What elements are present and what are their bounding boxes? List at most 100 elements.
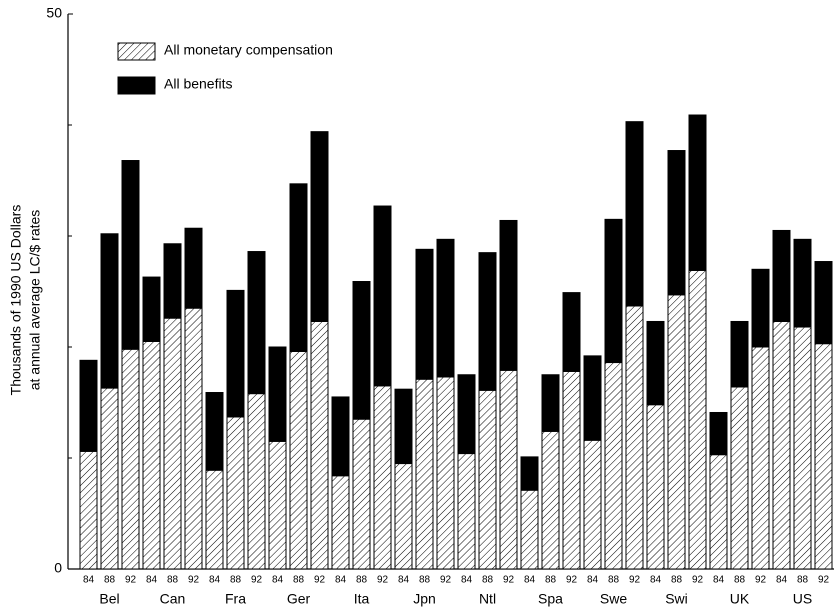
bar-segment: [625, 305, 644, 570]
bar-segment: [583, 439, 602, 570]
bar-segment: [226, 289, 245, 418]
x-tick-label: 88: [419, 575, 431, 586]
x-tick-label: 84: [650, 575, 662, 586]
x-tick-label: 92: [125, 575, 137, 586]
x-tick-label: 84: [776, 575, 788, 586]
bar-segment: [352, 281, 371, 420]
group-label: Ger: [287, 591, 311, 607]
legend-swatch: [117, 42, 156, 61]
x-tick-label: 88: [230, 575, 242, 586]
bar-segment: [289, 183, 308, 352]
bar-segment: [247, 251, 266, 395]
bar-segment: [646, 320, 665, 406]
group-label: Ita: [354, 591, 370, 607]
group-label: UK: [730, 591, 750, 607]
bar-segment: [226, 416, 245, 570]
y-axis-label: at annual average LC/$ rates: [27, 210, 43, 391]
bar-segment: [205, 469, 224, 570]
x-tick-label: 92: [314, 575, 326, 586]
x-tick-label: 84: [335, 575, 347, 586]
group-label: Fra: [225, 591, 246, 607]
bar-segment: [604, 362, 623, 570]
bar-segment: [478, 389, 497, 570]
x-tick-label: 84: [524, 575, 536, 586]
x-tick-label: 84: [461, 575, 473, 586]
bar-segment: [163, 317, 182, 570]
bar-segment: [751, 268, 770, 348]
bar-segment: [289, 350, 308, 570]
bar-segment: [79, 450, 98, 570]
bar-segment: [793, 326, 812, 570]
legend-swatch: [117, 76, 156, 95]
bar-segment: [268, 346, 287, 442]
y-tick-label: 0: [54, 560, 62, 576]
legend-label: All benefits: [164, 76, 232, 92]
bar-segment: [751, 346, 770, 570]
legend-label: All monetary compensation: [164, 42, 333, 58]
x-tick-label: 92: [566, 575, 578, 586]
group-label: Spa: [538, 591, 563, 607]
bar-segment: [142, 340, 161, 570]
bar-segment: [436, 238, 455, 378]
bar-segment: [772, 320, 791, 570]
bar-segment: [415, 248, 434, 380]
x-tick-label: 92: [755, 575, 767, 586]
bar-segment: [646, 404, 665, 570]
bar-segment: [625, 121, 644, 307]
group-label: Swe: [600, 591, 627, 607]
bar-segment: [667, 294, 686, 570]
bar-segment: [520, 489, 539, 570]
group-label: Can: [160, 591, 186, 607]
bar-segment: [772, 229, 791, 322]
bar-segment: [604, 218, 623, 364]
x-tick-label: 88: [293, 575, 305, 586]
x-tick-label: 84: [398, 575, 410, 586]
bar-segment: [541, 430, 560, 570]
x-tick-label: 84: [587, 575, 599, 586]
x-tick-label: 84: [272, 575, 284, 586]
x-tick-label: 92: [377, 575, 389, 586]
bar-segment: [478, 252, 497, 391]
x-tick-label: 88: [104, 575, 116, 586]
bar-segment: [373, 385, 392, 570]
x-tick-label: 88: [167, 575, 179, 586]
bar-segment: [709, 454, 728, 570]
bar-segment: [142, 276, 161, 342]
bar-segment: [373, 205, 392, 387]
bar-segment: [121, 160, 140, 350]
bar-segment: [436, 376, 455, 570]
group-label: Jpn: [413, 591, 436, 607]
bar-segment: [562, 292, 581, 372]
x-tick-label: 88: [356, 575, 368, 586]
bar-segment: [499, 219, 518, 371]
x-tick-label: 92: [629, 575, 641, 586]
bar-segment: [709, 411, 728, 456]
y-tick-label: 50: [46, 5, 62, 21]
bar-segment: [79, 359, 98, 452]
bar-segment: [184, 307, 203, 570]
x-tick-label: 88: [671, 575, 683, 586]
bar-segment: [394, 388, 413, 465]
group-label: Bel: [99, 591, 119, 607]
x-tick-label: 92: [503, 575, 515, 586]
bar-segment: [583, 355, 602, 441]
bar-segment: [394, 463, 413, 570]
bar-segment: [457, 453, 476, 570]
x-tick-label: 84: [146, 575, 158, 586]
bar-segment: [814, 343, 833, 570]
bar-segment: [310, 131, 329, 322]
bar-segment: [331, 396, 350, 477]
bar-segment: [814, 261, 833, 345]
bar-segment: [688, 114, 707, 271]
bar-segment: [100, 387, 119, 570]
x-tick-label: 84: [209, 575, 221, 586]
x-tick-label: 92: [188, 575, 200, 586]
x-tick-label: 92: [692, 575, 704, 586]
group-label: Ntl: [479, 591, 496, 607]
bar-segment: [520, 456, 539, 491]
x-tick-label: 88: [608, 575, 620, 586]
bar-segment: [667, 150, 686, 296]
bar-segment: [100, 233, 119, 389]
bar-segment: [163, 243, 182, 319]
